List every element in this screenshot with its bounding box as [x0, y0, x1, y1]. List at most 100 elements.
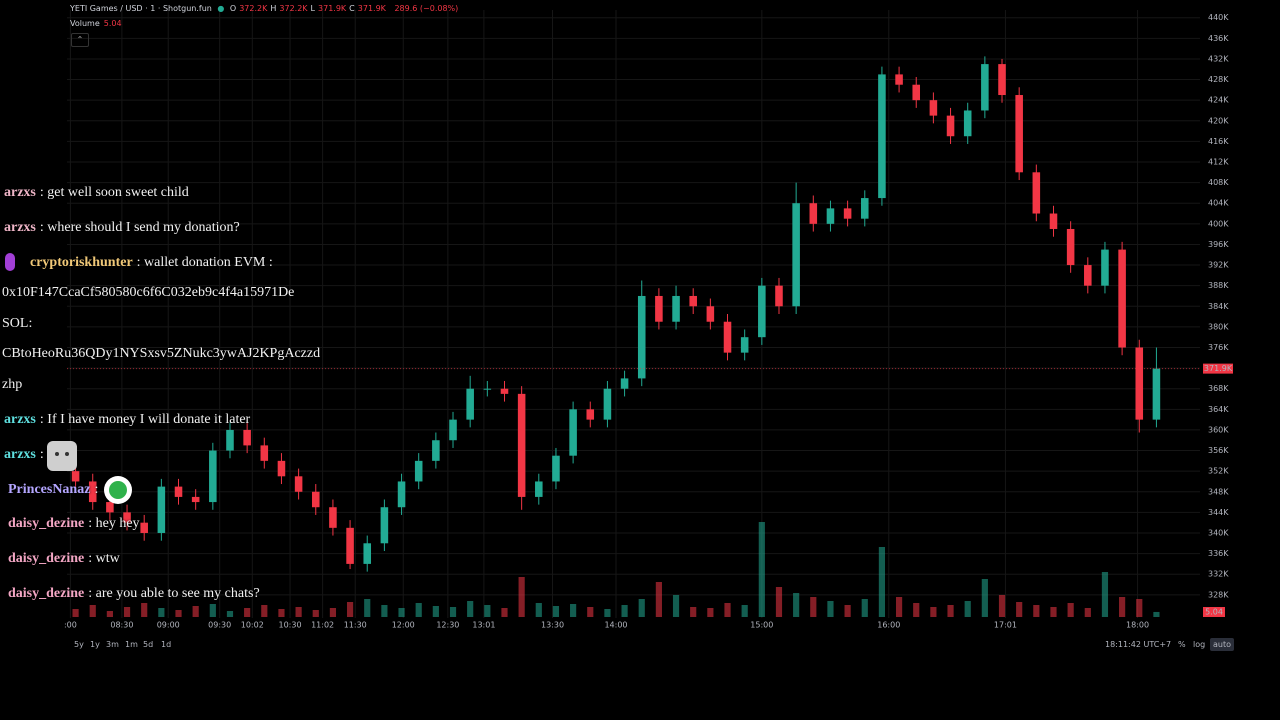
- volume-tag: [1203, 607, 1225, 617]
- candle-body: [1118, 249, 1126, 348]
- ohlc-label: C: [349, 4, 355, 13]
- chat-message: PrincesNanaz:: [8, 482, 98, 498]
- candle-body: [243, 429, 251, 446]
- chat-text: : wallet donation EVM :: [136, 255, 273, 270]
- candle-body: [500, 388, 509, 394]
- candle-body: [946, 115, 955, 137]
- volume-bar: [827, 601, 834, 617]
- volume-bar: [913, 603, 920, 617]
- ohlc-label: O: [229, 4, 237, 13]
- volume-bar: [415, 603, 422, 617]
- y-tick-label: 368K: [1208, 384, 1229, 393]
- candle-body: [843, 208, 852, 219]
- candle-body: [672, 295, 680, 322]
- volume-bar: [364, 599, 371, 617]
- volume-bar: [758, 522, 765, 617]
- volume-bar: [895, 597, 903, 617]
- chat-text: zhp: [2, 377, 23, 392]
- volume-bar: [1084, 608, 1091, 617]
- volume-bar: [192, 606, 199, 617]
- cat-sticker: [47, 441, 77, 471]
- chat-message: cryptoriskhunter: wallet donation EVM :: [30, 255, 273, 271]
- y-tick-label: 332K: [1208, 570, 1229, 579]
- ohlc-value: 372.2K: [239, 4, 268, 13]
- range-button[interactable]: 1y: [90, 640, 100, 649]
- volume-bar: [1136, 599, 1143, 617]
- chat-message: zhp: [2, 377, 22, 393]
- candle-body: [981, 64, 989, 111]
- candle-body: [157, 486, 166, 533]
- y-tick-label: 336K: [1208, 549, 1229, 558]
- volume-bar: [810, 597, 817, 617]
- chat-text: SOL:: [2, 316, 33, 331]
- volume-bar: [381, 605, 388, 617]
- volume-bar: [346, 602, 354, 617]
- volume-title: Volume: [70, 19, 100, 28]
- candle-body: [414, 460, 423, 482]
- mic-icon: [5, 253, 15, 271]
- x-tick-label: 15:00: [750, 621, 773, 630]
- volume-bar: [1101, 572, 1109, 617]
- candle-body: [432, 440, 440, 461]
- volume-bar: [278, 609, 285, 617]
- candle-body: [260, 445, 269, 461]
- range-button[interactable]: 1m: [125, 640, 138, 649]
- y-tick-label: 388K: [1208, 281, 1229, 290]
- chat-user: daisy_dezine: [8, 516, 85, 531]
- candle-body: [826, 208, 835, 224]
- candle-body: [397, 481, 406, 508]
- range-button[interactable]: 5d: [143, 640, 154, 649]
- x-tick-label: 12:00: [392, 621, 415, 630]
- chat-message: CBtoHeoRu36QDy1NYSxsv5ZNukc3ywAJ2KPgAczz…: [2, 346, 320, 362]
- y-tick-label: 340K: [1208, 528, 1229, 537]
- chat-message: arzxs:: [4, 447, 44, 463]
- candle-body: [620, 378, 629, 389]
- chat-user: arzxs: [4, 185, 36, 200]
- y-tick-label: 396K: [1208, 240, 1229, 249]
- chat-text: : are you able to see my chats?: [88, 586, 260, 601]
- candle-body: [226, 429, 234, 451]
- range-button[interactable]: 1d: [161, 640, 172, 649]
- chat-text: :: [39, 447, 44, 462]
- candle-body: [535, 481, 543, 497]
- volume-bar: [535, 603, 542, 617]
- y-tick-label: 344K: [1208, 508, 1229, 517]
- volume-bar: [655, 582, 662, 617]
- candle-body: [294, 476, 303, 492]
- volume-legend: Volume 5.04: [70, 19, 122, 28]
- y-tick-label: 328K: [1208, 590, 1229, 599]
- volume-bar: [1119, 597, 1126, 617]
- y-tick-label: 384K: [1208, 302, 1229, 311]
- chat-message: daisy_dezine: are you able to see my cha…: [8, 586, 260, 602]
- collapse-button[interactable]: ⌃: [71, 33, 89, 47]
- candle-body: [191, 496, 200, 503]
- log-button[interactable]: log: [1193, 640, 1206, 649]
- auto-button[interactable]: auto: [1210, 638, 1235, 651]
- candle-body: [878, 74, 886, 199]
- chat-user: daisy_dezine: [8, 551, 85, 566]
- range-button[interactable]: 5y: [74, 640, 84, 649]
- volume-bar: [621, 605, 628, 617]
- volume-bar: [1016, 602, 1023, 617]
- candle-body: [912, 84, 921, 101]
- candle-body: [1152, 368, 1161, 420]
- candle-body: [88, 481, 97, 503]
- y-tick-label: 364K: [1208, 405, 1229, 414]
- chat-message: arzxs: If I have money I will donate it …: [4, 412, 250, 428]
- volume-bar: [244, 608, 251, 617]
- candle-body: [466, 388, 474, 420]
- volume-bar: [141, 603, 148, 617]
- x-tick-label: 09:00: [157, 621, 180, 630]
- candle-body: [277, 460, 286, 477]
- range-button[interactable]: 3m: [106, 640, 119, 649]
- percent-button[interactable]: %: [1178, 640, 1186, 649]
- candle-body: [758, 285, 766, 338]
- x-tick-label: 10:30: [279, 621, 302, 630]
- chat-message: 0x10F147CcaCf580580c6f6C032eb9c4f4a15971…: [2, 285, 294, 301]
- chat-text: : where should I send my donation?: [39, 220, 240, 235]
- y-tick-label: 412K: [1208, 158, 1229, 167]
- chat-user: arzxs: [4, 220, 36, 235]
- volume-bar: [707, 608, 714, 617]
- last-price-label: 371.9K: [1204, 364, 1233, 373]
- volume-bar: [295, 607, 302, 617]
